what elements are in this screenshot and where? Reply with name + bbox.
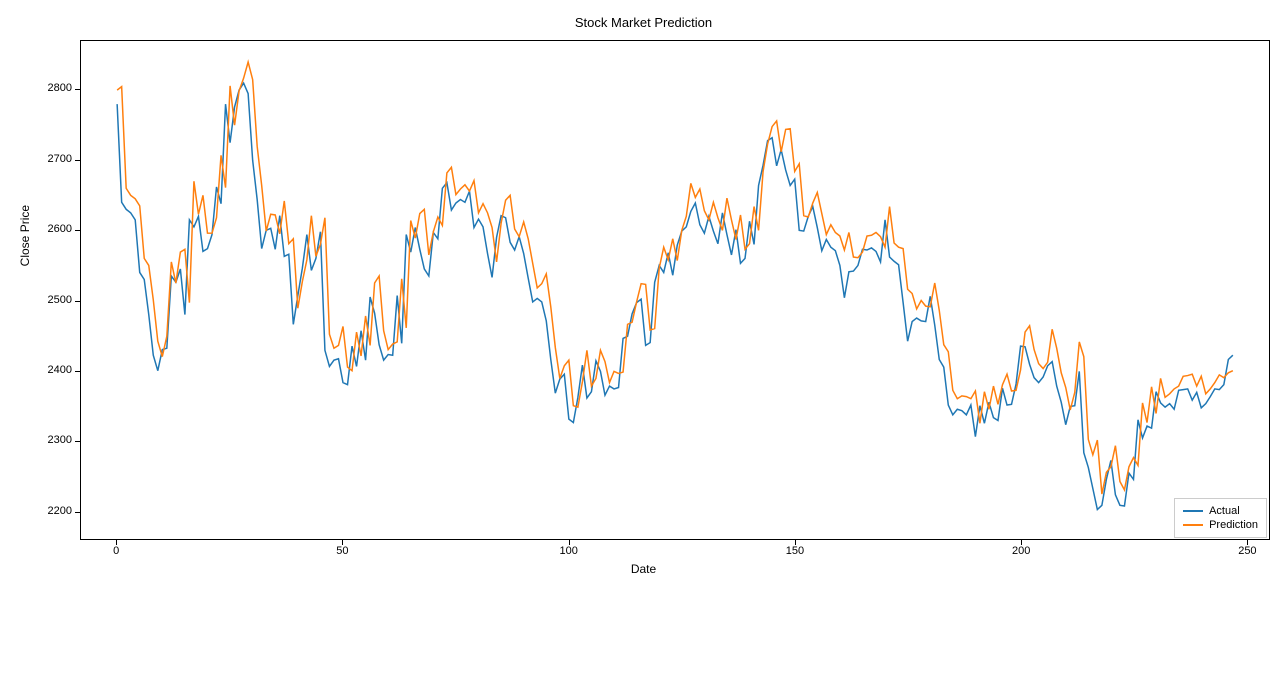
x-tick-mark <box>1021 540 1022 545</box>
x-tick-mark <box>569 540 570 545</box>
x-tick-mark <box>342 540 343 545</box>
y-tick-mark <box>75 89 80 90</box>
x-tick-label: 150 <box>786 545 804 557</box>
y-tick-label: 2700 <box>48 153 72 165</box>
y-tick-mark <box>75 512 80 513</box>
series-line-prediction <box>117 62 1233 494</box>
y-tick-mark <box>75 301 80 302</box>
x-tick-mark <box>116 540 117 545</box>
legend-item-prediction: Prediction <box>1183 519 1258 531</box>
x-tick-label: 250 <box>1238 545 1256 557</box>
x-tick-label: 100 <box>559 545 577 557</box>
legend-line-actual <box>1183 510 1203 512</box>
y-tick-label: 2600 <box>48 223 72 235</box>
y-axis-label: Close Price <box>18 205 32 266</box>
chart-container <box>80 40 1270 540</box>
plot-area <box>80 40 1270 540</box>
series-line-actual <box>117 83 1233 509</box>
legend: Actual Prediction <box>1174 498 1267 538</box>
y-tick-mark <box>75 441 80 442</box>
x-axis-label: Date <box>631 562 656 576</box>
legend-label-prediction: Prediction <box>1209 519 1258 531</box>
y-tick-label: 2500 <box>48 294 72 306</box>
y-tick-label: 2400 <box>48 364 72 376</box>
legend-line-prediction <box>1183 524 1203 526</box>
y-tick-label: 2800 <box>48 82 72 94</box>
x-tick-label: 0 <box>113 545 119 557</box>
chart-title: Stock Market Prediction <box>575 15 712 30</box>
x-tick-label: 200 <box>1012 545 1030 557</box>
legend-item-actual: Actual <box>1183 505 1258 517</box>
y-tick-label: 2200 <box>48 505 72 517</box>
y-tick-mark <box>75 371 80 372</box>
y-tick-mark <box>75 230 80 231</box>
legend-label-actual: Actual <box>1209 505 1240 517</box>
y-tick-mark <box>75 160 80 161</box>
x-tick-label: 50 <box>336 545 348 557</box>
plot-svg <box>81 41 1269 539</box>
x-tick-mark <box>795 540 796 545</box>
x-tick-mark <box>1247 540 1248 545</box>
y-tick-label: 2300 <box>48 434 72 446</box>
